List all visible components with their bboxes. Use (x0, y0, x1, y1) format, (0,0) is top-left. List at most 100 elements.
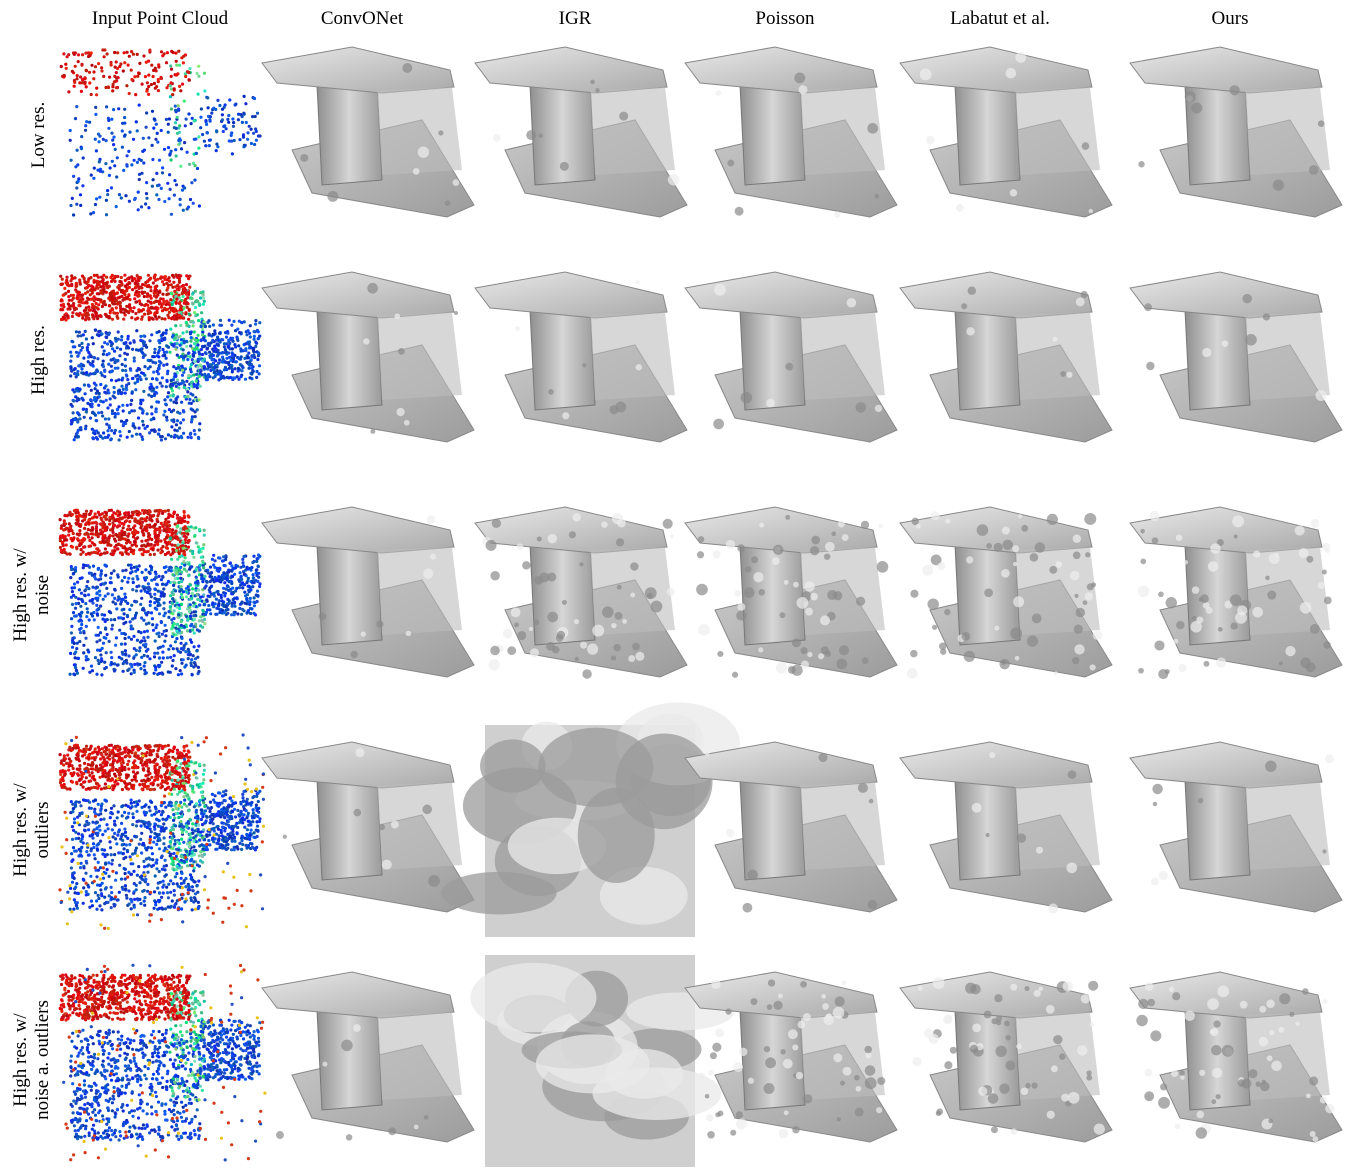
point (158, 341, 162, 345)
mesh-arm (590, 312, 675, 400)
point (97, 578, 101, 582)
point (165, 535, 169, 540)
point (199, 615, 203, 619)
point (133, 293, 137, 297)
point (127, 514, 131, 518)
mesh-bump (601, 521, 608, 528)
point (192, 610, 196, 614)
point (153, 347, 157, 351)
point (163, 398, 167, 402)
mesh-bump (1075, 297, 1085, 307)
point (185, 629, 190, 633)
point (132, 359, 136, 363)
point (101, 539, 105, 543)
point (173, 121, 178, 125)
point (196, 365, 200, 369)
mesh-render (1129, 271, 1343, 443)
point (200, 311, 204, 315)
point (85, 584, 89, 589)
mesh-bump (423, 568, 434, 579)
mesh-bump (717, 650, 724, 658)
mesh-bump (1252, 606, 1263, 618)
point (150, 184, 154, 188)
point (132, 356, 136, 360)
point (189, 336, 193, 340)
point (244, 342, 248, 346)
point (120, 631, 124, 636)
point (134, 285, 138, 289)
point (131, 551, 136, 556)
point (180, 400, 184, 404)
point (166, 579, 170, 584)
point (123, 592, 127, 596)
point (101, 284, 105, 288)
point (93, 656, 98, 660)
mesh-bump (961, 303, 968, 310)
point (192, 570, 196, 574)
point (196, 655, 200, 659)
point (123, 351, 127, 355)
point (252, 131, 256, 135)
mesh-bump (811, 535, 821, 545)
point (61, 315, 65, 319)
point (218, 103, 222, 108)
point (132, 409, 136, 413)
point (96, 132, 101, 136)
point (165, 362, 169, 366)
point (221, 129, 225, 134)
point (84, 655, 88, 659)
point (116, 391, 121, 395)
point (139, 602, 143, 607)
mesh-bump (715, 90, 722, 96)
mesh-arm (590, 547, 675, 635)
point (105, 105, 109, 109)
point (221, 351, 225, 355)
point (160, 280, 165, 284)
point (194, 575, 198, 579)
point (126, 601, 130, 606)
point (99, 657, 104, 661)
point (69, 354, 73, 358)
point (198, 568, 202, 572)
point (132, 656, 136, 660)
point (71, 411, 75, 415)
mesh-bump (617, 518, 626, 528)
point (173, 577, 177, 581)
point (214, 597, 218, 601)
point (95, 93, 99, 97)
point (187, 112, 191, 116)
point (179, 338, 183, 342)
point (148, 518, 152, 522)
point (152, 671, 156, 675)
point (179, 592, 184, 596)
point (166, 181, 170, 185)
point (142, 608, 146, 612)
point (186, 394, 190, 399)
point (178, 530, 182, 535)
point (218, 340, 222, 344)
point (120, 129, 124, 133)
point (118, 430, 122, 434)
mesh-top (1129, 46, 1323, 94)
point (78, 532, 82, 536)
mesh-bump (827, 589, 838, 601)
point (72, 509, 77, 513)
point (157, 330, 161, 334)
point (188, 597, 192, 601)
point (229, 569, 233, 573)
point (75, 396, 80, 400)
point (242, 554, 246, 559)
point (151, 157, 155, 162)
point (241, 133, 246, 137)
point (189, 624, 193, 628)
point (139, 398, 143, 402)
point (199, 338, 203, 343)
mesh-bump (743, 587, 755, 598)
point (112, 569, 116, 573)
mesh-bump (867, 122, 879, 134)
point (90, 336, 94, 340)
point (151, 355, 155, 359)
point (132, 158, 136, 162)
point (128, 843, 132, 847)
point (103, 341, 107, 345)
